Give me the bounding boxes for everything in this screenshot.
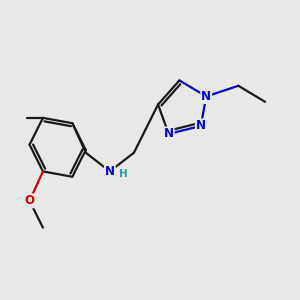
Text: N: N [105,165,115,178]
Text: O: O [25,194,34,207]
Text: N: N [164,128,174,140]
Text: N: N [201,90,211,103]
Text: N: N [196,119,206,132]
Text: H: H [119,169,128,178]
